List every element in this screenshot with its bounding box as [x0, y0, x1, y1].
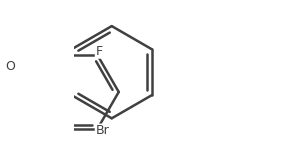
- Text: Br: Br: [95, 124, 109, 137]
- Text: O: O: [5, 60, 15, 73]
- Text: F: F: [95, 45, 102, 58]
